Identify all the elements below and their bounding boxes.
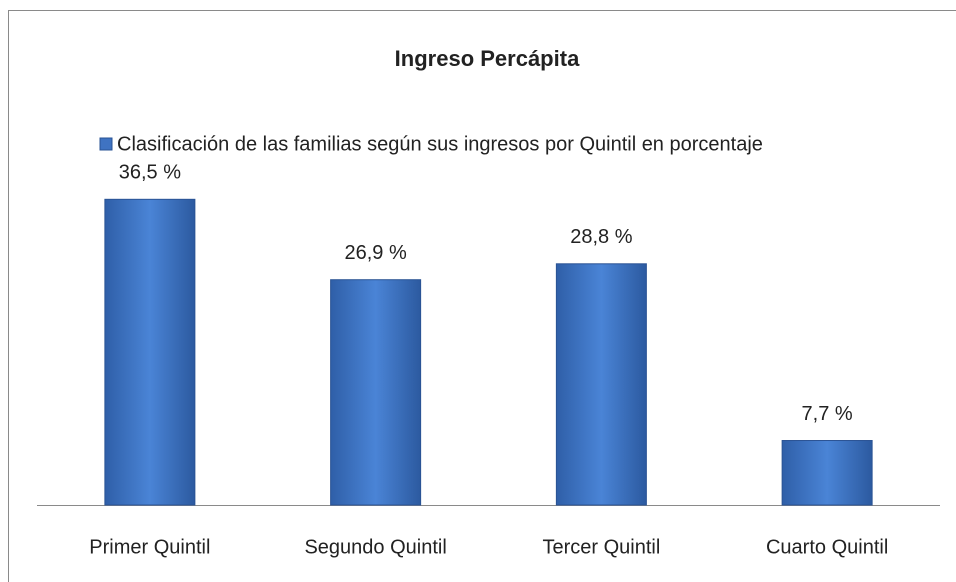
x-tick-label: Tercer Quintil <box>542 536 660 558</box>
data-label: 7,7 % <box>802 403 853 425</box>
x-tick-label: Primer Quintil <box>89 536 210 558</box>
x-tick-label: Cuarto Quintil <box>766 536 888 558</box>
chart-title: Ingreso Percápita <box>395 46 580 71</box>
chart-frame <box>8 10 956 582</box>
bar <box>555 263 647 506</box>
bar <box>104 198 196 506</box>
data-label: 28,8 % <box>570 226 632 248</box>
x-tick-label: Segundo Quintil <box>304 536 446 558</box>
legend-swatch <box>99 137 113 151</box>
legend-label: Clasificación de las familias según sus … <box>117 133 763 155</box>
data-label: 26,9 % <box>344 242 406 264</box>
bar <box>781 440 873 506</box>
bar <box>330 279 422 506</box>
data-label: 36,5 % <box>119 162 181 184</box>
